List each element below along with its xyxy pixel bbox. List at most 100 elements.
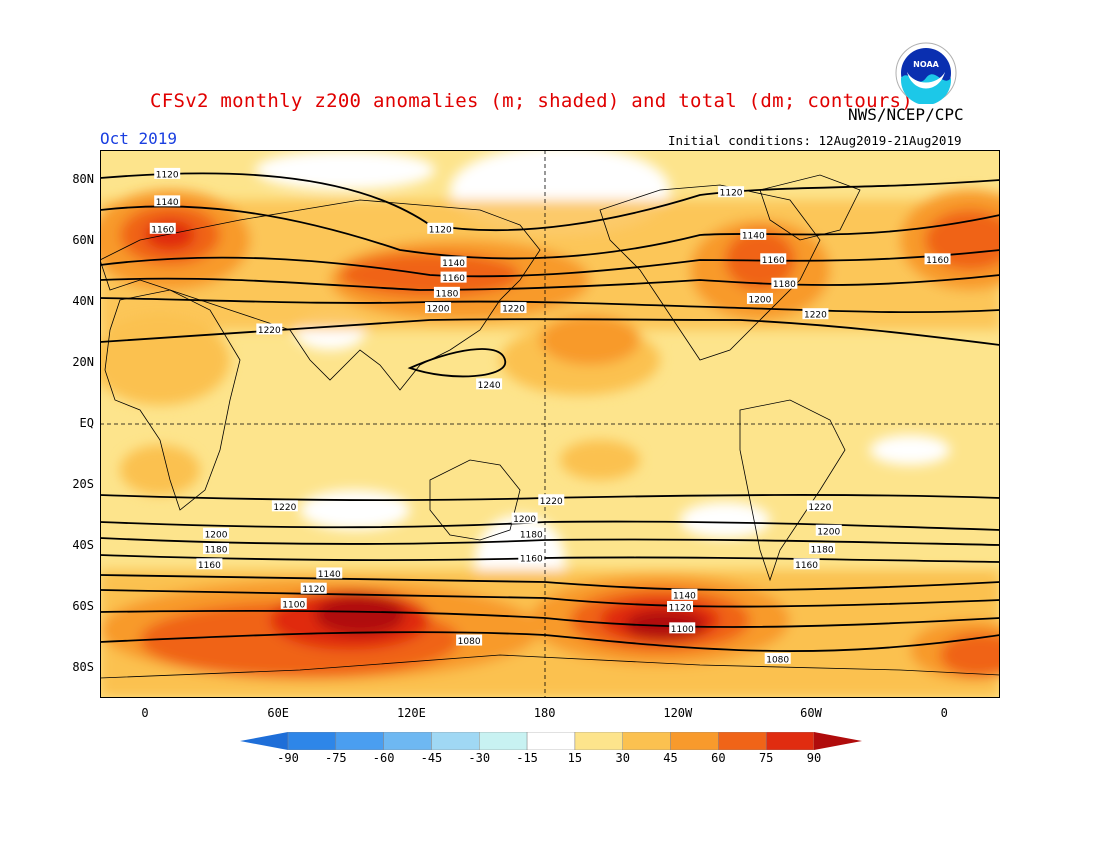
contour-label-text: 1120 [302,585,325,595]
contour-label: 1080 [764,652,791,665]
contour-label: 1160 [149,222,176,235]
contour-label-text: 1220 [808,503,831,513]
lat-label: EQ [79,416,94,430]
contour-label-text: 1220 [804,311,827,321]
contour-label: 1180 [518,527,545,540]
contour-label: 1160 [760,253,787,266]
colorbar-tick-label: 15 [567,751,583,765]
contour-label-text: 1140 [318,570,341,580]
contour-label: 1100 [280,597,307,610]
contour-label-text: 1160 [198,561,221,571]
contour-label-text: 1220 [273,503,296,513]
agency-label: NWS/NCEP/CPC [848,105,964,124]
noaa-logo: NOAA [895,42,957,104]
lon-label: 0 [141,706,149,720]
coast-africa [104,289,241,511]
anomaly-low-indian [300,490,410,530]
contour-1240 [407,348,506,378]
colorbar-segment [383,732,432,750]
colorbar-tick-label: -15 [516,751,538,765]
colorbar-segment [287,732,337,750]
contour-label-text: 1200 [205,530,228,540]
contour-label-text: 1120 [720,189,743,199]
lon-label: 120W [663,706,693,720]
contour-label: 1220 [256,323,283,336]
colorbar [240,732,862,750]
colorbar-segment [431,732,480,750]
contour-label: 1220 [500,302,527,315]
contour-label: 1180 [809,543,836,556]
contour-label: 1160 [793,558,820,571]
colorbar-tick-label: -60 [372,751,395,765]
colorbar-tick-label: 75 [758,751,774,765]
contour-label: 1200 [511,512,538,525]
contour-label-text: 1200 [427,305,450,315]
contour-label: 1120 [154,167,181,180]
contour-label: 1200 [746,292,773,305]
contour-label-text: 1180 [435,289,458,299]
anomaly-low-arctic-2 [255,150,435,190]
contour-label: 1200 [425,302,452,315]
contour-1200-nh [100,297,1000,314]
contour-label: 1200 [815,524,842,537]
contour-1140-nh [100,205,1000,260]
contour-1080-sh [100,631,1000,652]
contour-label-text: 1080 [458,637,481,647]
contour-label-text: 1160 [442,274,465,284]
contour-label: 1140 [440,256,467,269]
contour-label: 1180 [771,277,798,290]
contour-label: 1120 [427,222,454,235]
contour-label-text: 1160 [151,225,174,235]
contour-label-text: 1200 [513,515,536,525]
contour-label-text: 1180 [520,530,543,540]
coast-greenland [759,174,861,241]
contour-label-text: 1140 [156,198,179,208]
contour-label: 1080 [456,634,483,647]
lat-label: 40N [72,294,94,308]
contour-label-text: 1220 [502,305,525,315]
contour-label-text: 1160 [520,555,543,565]
noaa-logo-text: NOAA [913,60,939,69]
lat-label: 20S [72,477,94,491]
contour-label-text: 1160 [926,256,949,266]
contour-label-text: 1100 [671,625,694,635]
contour-label-text: 1200 [817,527,840,537]
height-contours [100,172,1000,652]
contour-label-text: 1140 [742,231,765,241]
contour-label: 1220 [806,500,833,513]
contour-label: 1120 [718,186,745,199]
lon-label: 120E [396,706,426,720]
colorbar-tick-label: -90 [277,751,299,765]
colorbar-right-arrow [814,732,862,750]
chart-title: CFSv2 monthly z200 anomalies (m; shaded)… [150,90,914,112]
colorbar-tick-label: -30 [468,751,491,765]
contour-label-text: 1220 [540,497,563,507]
colorbar-tick-label: 60 [711,751,726,765]
contour-1120-nh [100,172,1000,232]
anomaly-low-atlantic [870,435,950,465]
contour-1220-nh [100,318,1000,346]
contour-label: 1220 [271,500,298,513]
forecast-month: Oct 2019 [100,129,178,148]
contour-label-text: 1180 [811,546,834,556]
contour-1100-sh [100,609,1000,628]
colorbar-tick-label: 30 [615,751,630,765]
contour-1160-nh [100,249,1000,278]
contour-label-text: 1180 [773,280,796,290]
contour-1180-nh [100,274,1000,291]
lon-label: 0 [940,706,948,720]
contour-1180-sh [100,537,1000,546]
colorbar-segment [718,732,767,750]
colorbar-left-arrow [240,732,288,750]
contour-label: 1140 [740,228,767,241]
contour-label-text: 1180 [205,546,228,556]
colorbar-tick-label: -45 [420,751,443,765]
colorbar-tick-label: -75 [324,751,347,765]
contour-label: 1140 [316,567,343,580]
contour-label-text: 1220 [258,326,281,336]
lat-label: 60N [72,233,94,247]
contour-label-text: 1140 [442,259,465,269]
lat-label: 80N [72,172,94,186]
